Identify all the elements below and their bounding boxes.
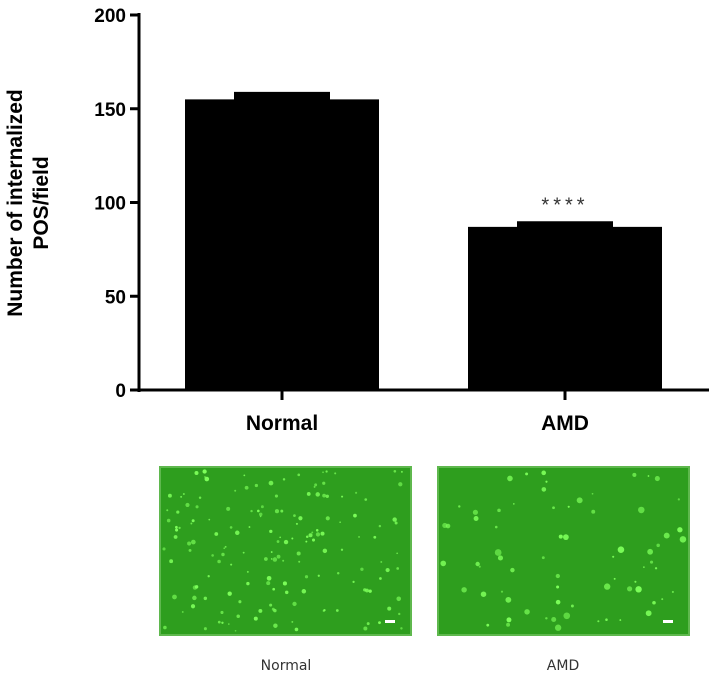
micrograph-amd [437, 466, 690, 636]
image-caption-amd: AMD [547, 658, 579, 674]
scale-bar [385, 620, 395, 623]
bar-amd [468, 226, 662, 390]
y-axis-label-line2: POS/field [30, 156, 53, 249]
y-tick-label: 100 [94, 194, 126, 215]
x-tick-label: AMD [541, 412, 589, 435]
image-caption-normal: Normal [261, 658, 312, 674]
x-tick-label: Normal [246, 412, 318, 435]
y-tick-label: 0 [115, 381, 126, 402]
scale-bar [663, 620, 673, 623]
bar-normal [185, 99, 379, 390]
y-tick-label: 200 [94, 6, 126, 27]
micrograph-normal [159, 466, 412, 636]
y-tick-label: 150 [94, 100, 126, 121]
significance-marker: **** [541, 194, 588, 216]
y-axis-label: Number of internalized POS/field [4, 89, 53, 317]
error-bar-amd [517, 221, 613, 228]
error-bar-normal [234, 91, 330, 101]
y-tick-label: 50 [105, 287, 126, 308]
y-axis-label-line1: Number of internalized [4, 89, 27, 317]
